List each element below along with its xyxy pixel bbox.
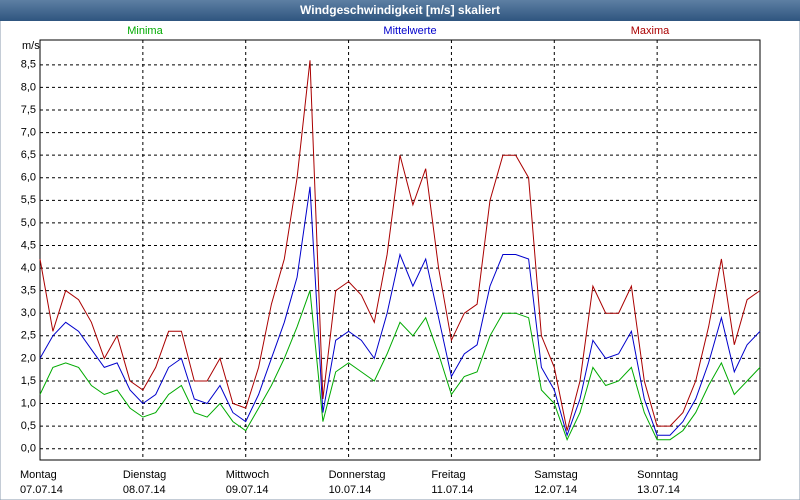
y-tick-label: 0,0 (21, 443, 36, 455)
y-tick-label: 8,5 (21, 59, 36, 71)
y-tick-label: 2,5 (21, 330, 36, 342)
x-tick-label: Samstag (534, 469, 577, 481)
y-tick-label: 6,5 (21, 149, 36, 161)
x-tick-label: Sonntag (637, 469, 678, 481)
y-unit: m/s (22, 40, 40, 52)
y-tick-label: 1,0 (21, 397, 36, 409)
legend-label: Mittelwerte (383, 25, 436, 37)
y-tick-label: 4,5 (21, 239, 36, 251)
y-tick-label: 3,0 (21, 307, 36, 319)
x-tick-date: 08.07.14 (123, 484, 166, 496)
x-tick-label: Dienstag (123, 469, 166, 481)
y-tick-label: 1,5 (21, 375, 36, 387)
plot-area (39, 39, 761, 461)
x-tick-date: 11.07.14 (431, 484, 473, 496)
y-tick-label: 4,0 (21, 262, 36, 274)
y-tick-label: 6,0 (21, 172, 36, 184)
x-tick-label: Freitag (431, 469, 465, 481)
x-tick-date: 09.07.14 (226, 484, 269, 496)
legend-label: Minima (127, 25, 163, 37)
series-line (39, 60, 761, 431)
y-tick-label: 0,5 (21, 420, 36, 432)
y-tick-label: 7,0 (21, 126, 36, 138)
series-line (39, 186, 761, 437)
y-tick-label: 3,5 (21, 285, 36, 297)
series-line (39, 290, 761, 442)
x-tick-label: Donnerstag (329, 469, 386, 481)
y-tick-label: 2,0 (21, 352, 36, 364)
x-tick-label: Montag (20, 469, 57, 481)
y-tick-label: 8,0 (21, 81, 36, 93)
x-tick-date: 10.07.14 (329, 484, 372, 496)
y-tick-label: 7,5 (21, 104, 36, 116)
y-tick-label: 5,0 (21, 217, 36, 229)
x-tick-date: 12.07.14 (534, 484, 577, 496)
y-tick-label: 5,5 (21, 194, 36, 206)
legend-label: Maxima (631, 25, 670, 37)
title-bar (0, 0, 800, 21)
chart-title: Windgeschwindigkeit [m/s] skaliert (300, 3, 500, 17)
x-tick-label: Mittwoch (226, 469, 269, 481)
x-tick-date: 13.07.14 (637, 484, 680, 496)
x-tick-date: 07.07.14 (20, 484, 63, 496)
